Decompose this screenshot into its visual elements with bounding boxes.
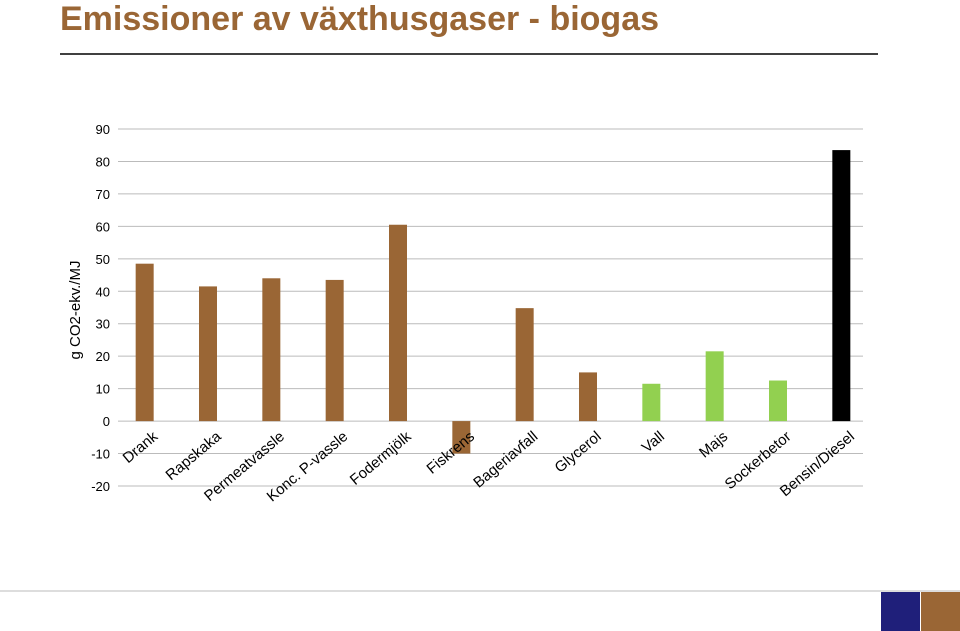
y-tick-label: 20	[96, 349, 110, 364]
y-tick-label: 60	[96, 219, 110, 234]
y-tick-label: -10	[91, 447, 110, 462]
y-tick-label: 80	[96, 154, 110, 169]
y-tick-label: 30	[96, 317, 110, 332]
x-tick-label: Bageriavfall	[470, 428, 541, 491]
x-tick-label: Fodermjölk	[347, 428, 415, 489]
y-tick-label: 40	[96, 284, 110, 299]
bar	[199, 286, 217, 422]
footer-square	[881, 592, 920, 631]
y-tick-label: 0	[103, 414, 110, 429]
footer-square	[921, 592, 960, 631]
y-tick-label: -20	[91, 479, 110, 494]
bar	[579, 372, 597, 422]
bar	[832, 150, 851, 422]
y-tick-label: 90	[96, 122, 110, 137]
bar	[135, 263, 154, 422]
bar	[769, 380, 787, 422]
y-tick-label: 50	[96, 252, 110, 267]
bar	[389, 224, 407, 422]
x-tick-label: Majs	[696, 428, 731, 461]
bar	[642, 383, 661, 422]
bar	[515, 308, 534, 422]
y-axis-label: g CO2-ekv./MJ	[67, 261, 84, 360]
bar	[262, 278, 281, 422]
x-tick-label: Vall	[639, 428, 668, 456]
bar	[705, 351, 724, 422]
bar	[325, 279, 344, 422]
x-tick-label: Rapskaka	[163, 428, 226, 484]
y-tick-label: 10	[96, 382, 110, 397]
bar	[452, 421, 471, 454]
y-tick-label: 70	[96, 187, 110, 202]
x-tick-label: Glycerol	[551, 428, 604, 476]
chart-title: Emissioner av växthusgaser - biogas	[60, 0, 659, 38]
x-tick-label: Drank	[120, 428, 162, 467]
